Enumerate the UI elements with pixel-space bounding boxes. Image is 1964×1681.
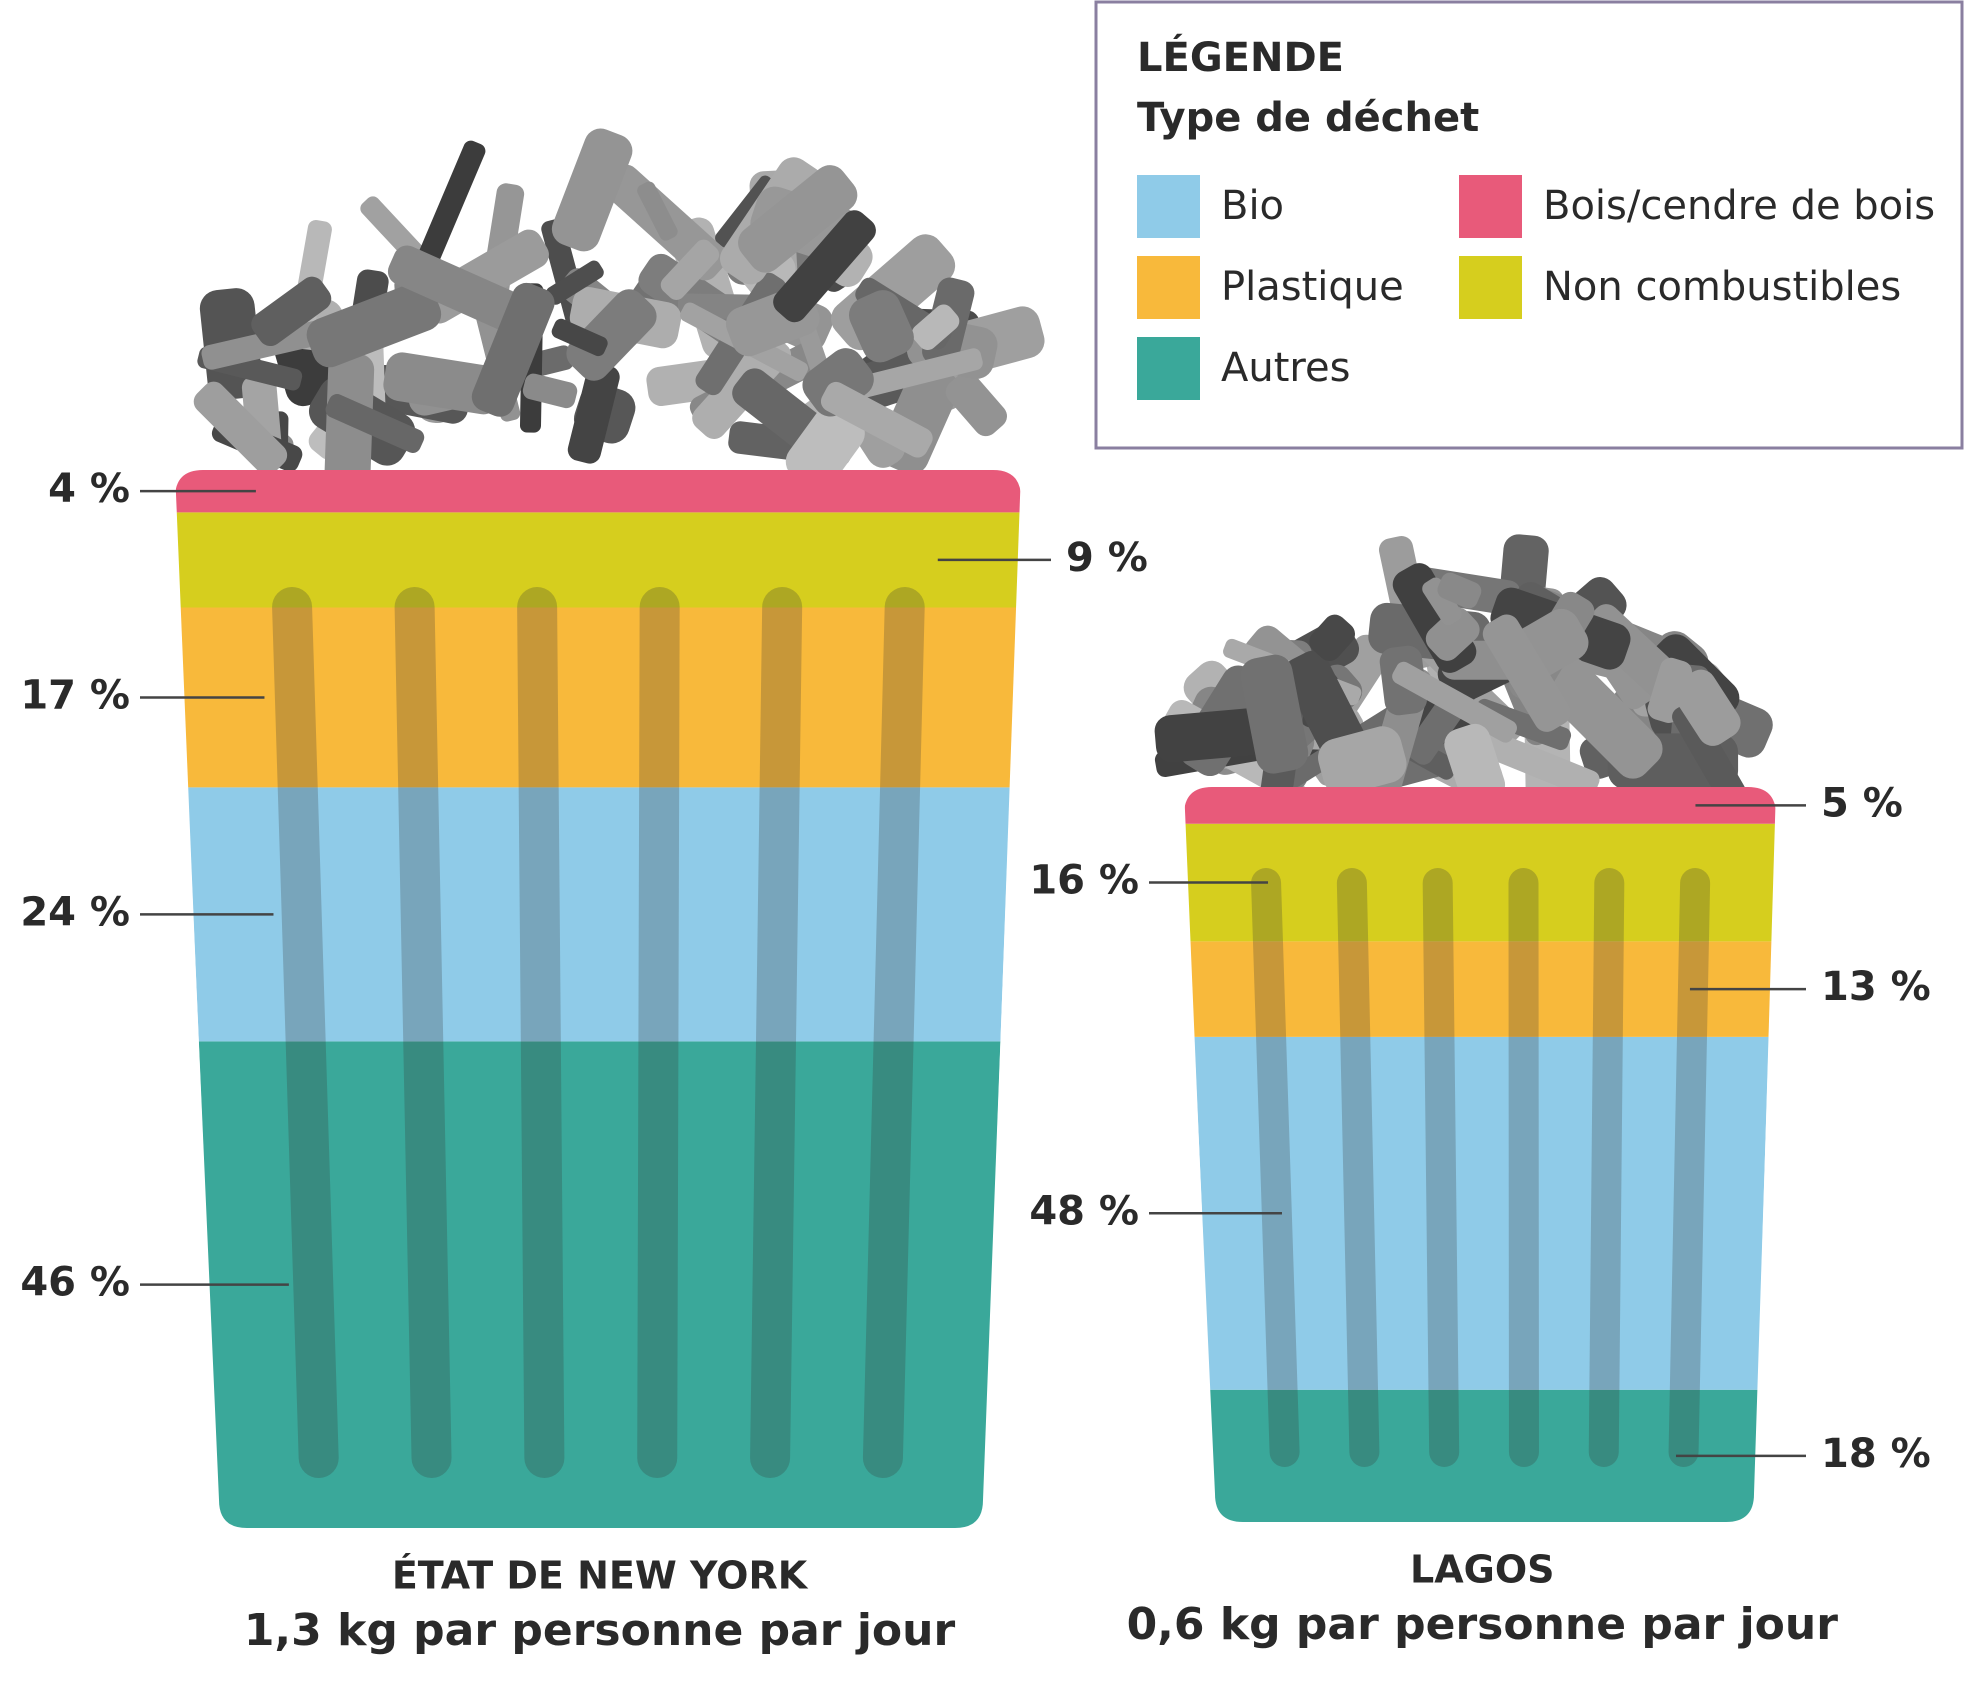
legend-label: Plastique: [1221, 264, 1404, 310]
trash-piece: [945, 371, 1007, 437]
trash-piece: [1422, 577, 1462, 626]
trash-piece: [551, 318, 608, 357]
trash-piece: [849, 290, 914, 363]
trash-piece: [1437, 572, 1482, 609]
bin-stripe: [1251, 868, 1300, 1467]
legend-swatch: [1137, 337, 1200, 400]
trash-piece: [1240, 654, 1309, 774]
bin-stripe: [637, 587, 680, 1478]
trash-piece: [566, 289, 657, 381]
trash-piece: [1444, 723, 1506, 806]
trash-piece: [1392, 661, 1517, 743]
value-label: 18 %: [1821, 1431, 1931, 1477]
legend-swatch: [1137, 175, 1200, 238]
trash-piece: [637, 181, 678, 241]
legend-swatch: [1459, 256, 1522, 319]
segment: [175, 470, 1021, 513]
trash-piece: [660, 239, 720, 300]
bin-stripe: [1336, 868, 1380, 1467]
category-label: LAGOS: [1410, 1548, 1555, 1592]
trash-piece: [820, 381, 933, 458]
segment: [1194, 1036, 1769, 1390]
trash-piece: [251, 276, 332, 347]
category-subtitle: 0,6 kg par personne par jour: [1127, 1599, 1839, 1650]
value-label: 16 %: [1029, 858, 1139, 904]
trash-piece: [471, 282, 555, 417]
trash-piece: [1425, 607, 1480, 661]
segment: [176, 512, 1020, 608]
trash-piece: [1464, 724, 1600, 798]
trash-piece: [773, 210, 876, 323]
legend-box: [1094, 0, 1964, 450]
category-subtitle: 1,3 kg par personne par jour: [244, 1605, 956, 1656]
trash-piece: [193, 381, 288, 476]
trash-pile: [1154, 534, 1773, 816]
segment: [1184, 787, 1776, 824]
value-label: 46 %: [20, 1260, 130, 1306]
trash-piece: [1318, 726, 1407, 796]
trash-piece: [911, 304, 960, 351]
legend-swatch: [1137, 256, 1200, 319]
value-label: 24 %: [20, 889, 130, 935]
legend-label: Bio: [1221, 183, 1284, 229]
trash-piece: [1673, 669, 1741, 746]
segment: [1209, 1389, 1758, 1522]
trash-piece: [1474, 698, 1572, 751]
trash-piece: [738, 165, 858, 273]
bin: [1184, 787, 1776, 1522]
value-label: 17 %: [20, 672, 130, 718]
legend-label: Bois/cendre de bois: [1543, 183, 1935, 229]
segment: [198, 1041, 1001, 1528]
trash-piece: [1672, 702, 1746, 806]
legend-label: Autres: [1221, 345, 1350, 391]
bin-stripe: [750, 587, 803, 1478]
segment: [188, 787, 1010, 1042]
value-label: 13 %: [1821, 964, 1931, 1010]
trash-piece: [785, 404, 865, 491]
legend-swatch: [1459, 175, 1522, 238]
bin-stripe: [862, 587, 925, 1478]
legend-label: Non combustibles: [1543, 264, 1901, 310]
trash-piece: [1540, 656, 1663, 779]
trash-piece: [567, 363, 620, 464]
bin-stripe: [394, 587, 452, 1478]
bin-stripe: [1668, 868, 1711, 1467]
bin-stripe: [517, 587, 565, 1478]
value-label: 4 %: [48, 466, 130, 512]
value-label: 9 %: [1066, 535, 1148, 581]
trash-piece: [855, 348, 983, 398]
bin-stripe: [1422, 868, 1460, 1467]
trash-piece: [325, 394, 425, 453]
trash-piece: [387, 245, 527, 333]
legend-title: LÉGENDE: [1137, 33, 1344, 81]
trash-piece: [306, 281, 442, 368]
bin-stripe: [1588, 868, 1625, 1467]
segment: [180, 607, 1017, 788]
value-label: 5 %: [1821, 780, 1903, 826]
segment: [1190, 941, 1772, 1037]
trash-piece: [1309, 614, 1355, 661]
trash-piece: [1482, 614, 1571, 732]
category-label: ÉTAT DE NEW YORK: [392, 1554, 809, 1598]
trash-piece: [324, 353, 375, 499]
trash-piece: [551, 128, 633, 252]
trash-pile: [193, 128, 1045, 499]
trash-piece: [415, 140, 486, 271]
bin-stripe: [272, 587, 339, 1478]
segment: [1185, 823, 1775, 942]
value-label: 48 %: [1029, 1188, 1139, 1234]
bin: [175, 470, 1021, 1528]
trash-piece: [546, 260, 604, 305]
trash-piece: [522, 373, 578, 409]
legend-subtitle: Type de déchet: [1137, 95, 1479, 141]
